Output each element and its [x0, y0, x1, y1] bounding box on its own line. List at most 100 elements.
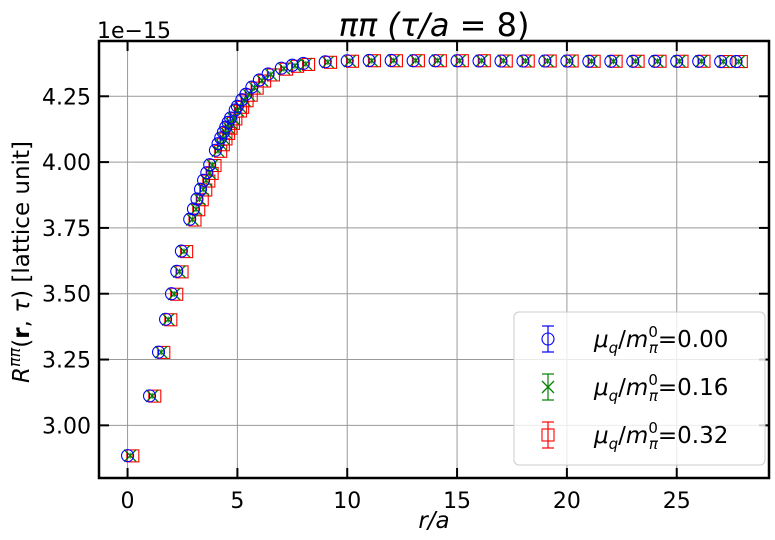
legend-mu: μ — [593, 423, 609, 449]
data-point-circle — [121, 449, 135, 463]
ylabel-open: ( — [9, 339, 35, 348]
legend-mu: μ — [593, 375, 609, 401]
legend-sup-0: 0 — [648, 323, 658, 341]
ylabel-r-vector: r — [9, 327, 35, 339]
legend-m: m — [626, 375, 648, 401]
data-point-square — [323, 55, 338, 69]
data-point-circle — [252, 73, 266, 87]
legend-marker-square — [541, 428, 555, 442]
data-point-circle — [729, 54, 743, 69]
x-tick-label: 15 — [443, 489, 471, 514]
legend-value: =0.32 — [658, 423, 728, 449]
legend-mu: μ — [593, 327, 609, 353]
data-point-circle — [384, 53, 398, 68]
data-point-circle — [648, 54, 662, 68]
title-part-a: ππ ( — [339, 6, 402, 44]
data-point-circle — [340, 54, 354, 68]
data-point-circle — [228, 103, 242, 117]
data-point-x — [211, 144, 225, 158]
data-point-circle — [200, 166, 214, 180]
data-point-circle — [582, 54, 596, 68]
x-axis-label: r/a — [418, 508, 449, 534]
data-point-circle — [406, 54, 420, 68]
data-point-circle — [494, 54, 508, 68]
data-point-circle — [626, 54, 640, 68]
data-point-square — [175, 265, 189, 279]
axis-ticks: 0 5 10 15 20 25 3.00 3.25 3.50 3.75 4.00 4.25 — [42, 41, 769, 514]
y-tick-label: 3.75 — [42, 217, 91, 242]
data-point-circle — [450, 54, 464, 68]
ylabel-comma: , — [9, 313, 35, 328]
data-point-x — [264, 67, 278, 81]
y-tick-label: 3.00 — [42, 414, 91, 439]
data-point-square — [367, 54, 382, 68]
data-point-square — [250, 81, 264, 95]
data-point-square — [302, 57, 316, 71]
data-point-circle — [670, 54, 684, 68]
data-point-square — [199, 183, 213, 197]
plot-frame — [97, 39, 771, 480]
data-point-x — [563, 54, 576, 68]
data-point-square — [734, 54, 748, 69]
data-point-x — [154, 345, 168, 359]
data-point-square — [157, 345, 171, 359]
data-point-x — [231, 104, 245, 117]
title-part-e: = 8) — [449, 6, 529, 44]
data-point-square — [192, 203, 206, 217]
data-point-x — [732, 55, 746, 68]
data-point-circle — [197, 173, 211, 187]
data-point-circle — [224, 111, 238, 125]
y-tick-label: 4.25 — [42, 85, 91, 110]
data-point-square — [202, 174, 216, 188]
data-point-x — [299, 57, 313, 71]
legend-label: μq/m0 π=0.00 — [593, 323, 728, 357]
data-point-x — [242, 88, 256, 102]
data-point-square — [675, 54, 689, 68]
data-point-x — [172, 265, 186, 279]
y-axis-label: Rππ(r, τ) [lattice unit] — [5, 141, 35, 383]
data-point-circle — [190, 192, 204, 206]
data-point-square — [389, 54, 403, 68]
data-point-x — [431, 54, 445, 67]
data-point-square — [631, 54, 645, 68]
data-point-x — [694, 54, 708, 68]
data-point-circle — [174, 244, 188, 258]
y-tick-label: 3.25 — [42, 349, 91, 374]
data-point-circle — [142, 389, 157, 403]
data-point-x — [145, 389, 159, 403]
data-point-circle — [208, 143, 222, 157]
legend-sub-pi: π — [649, 339, 659, 357]
legend-sub-q: q — [609, 387, 619, 405]
data-point-x — [161, 313, 175, 326]
data-point-circle — [560, 54, 574, 68]
data-point-x — [288, 59, 302, 73]
legend-m: m — [626, 327, 648, 353]
data-point-square — [697, 54, 711, 68]
data-point-square — [180, 245, 194, 259]
data-point-circle — [159, 312, 173, 326]
legend-marker-circle — [541, 332, 555, 346]
y-tick-label: 4.00 — [42, 151, 91, 176]
data-point-x — [497, 54, 511, 68]
legend-slash: / — [618, 423, 626, 449]
data-point-square — [499, 54, 513, 68]
x-tick-label: 10 — [333, 489, 361, 514]
data-point-circle — [230, 99, 244, 113]
data-point-x — [541, 54, 555, 68]
data-point-circle — [151, 345, 166, 359]
legend-value: =0.16 — [658, 375, 728, 401]
chart-title: ππ (τ/a = 8) — [339, 6, 530, 44]
legend-label: μq/m0 π=0.32 — [593, 419, 728, 453]
data-point-square — [587, 54, 601, 68]
data-point-x — [205, 158, 219, 172]
data-point-circle — [261, 67, 275, 81]
data-point-circle — [428, 54, 442, 68]
data-point-square — [433, 54, 447, 68]
legend-sub-pi: π — [649, 435, 659, 453]
data-point-square — [126, 449, 140, 463]
data-point-x — [343, 54, 357, 68]
data-point-square — [609, 54, 623, 68]
data-point-circle — [211, 137, 225, 151]
